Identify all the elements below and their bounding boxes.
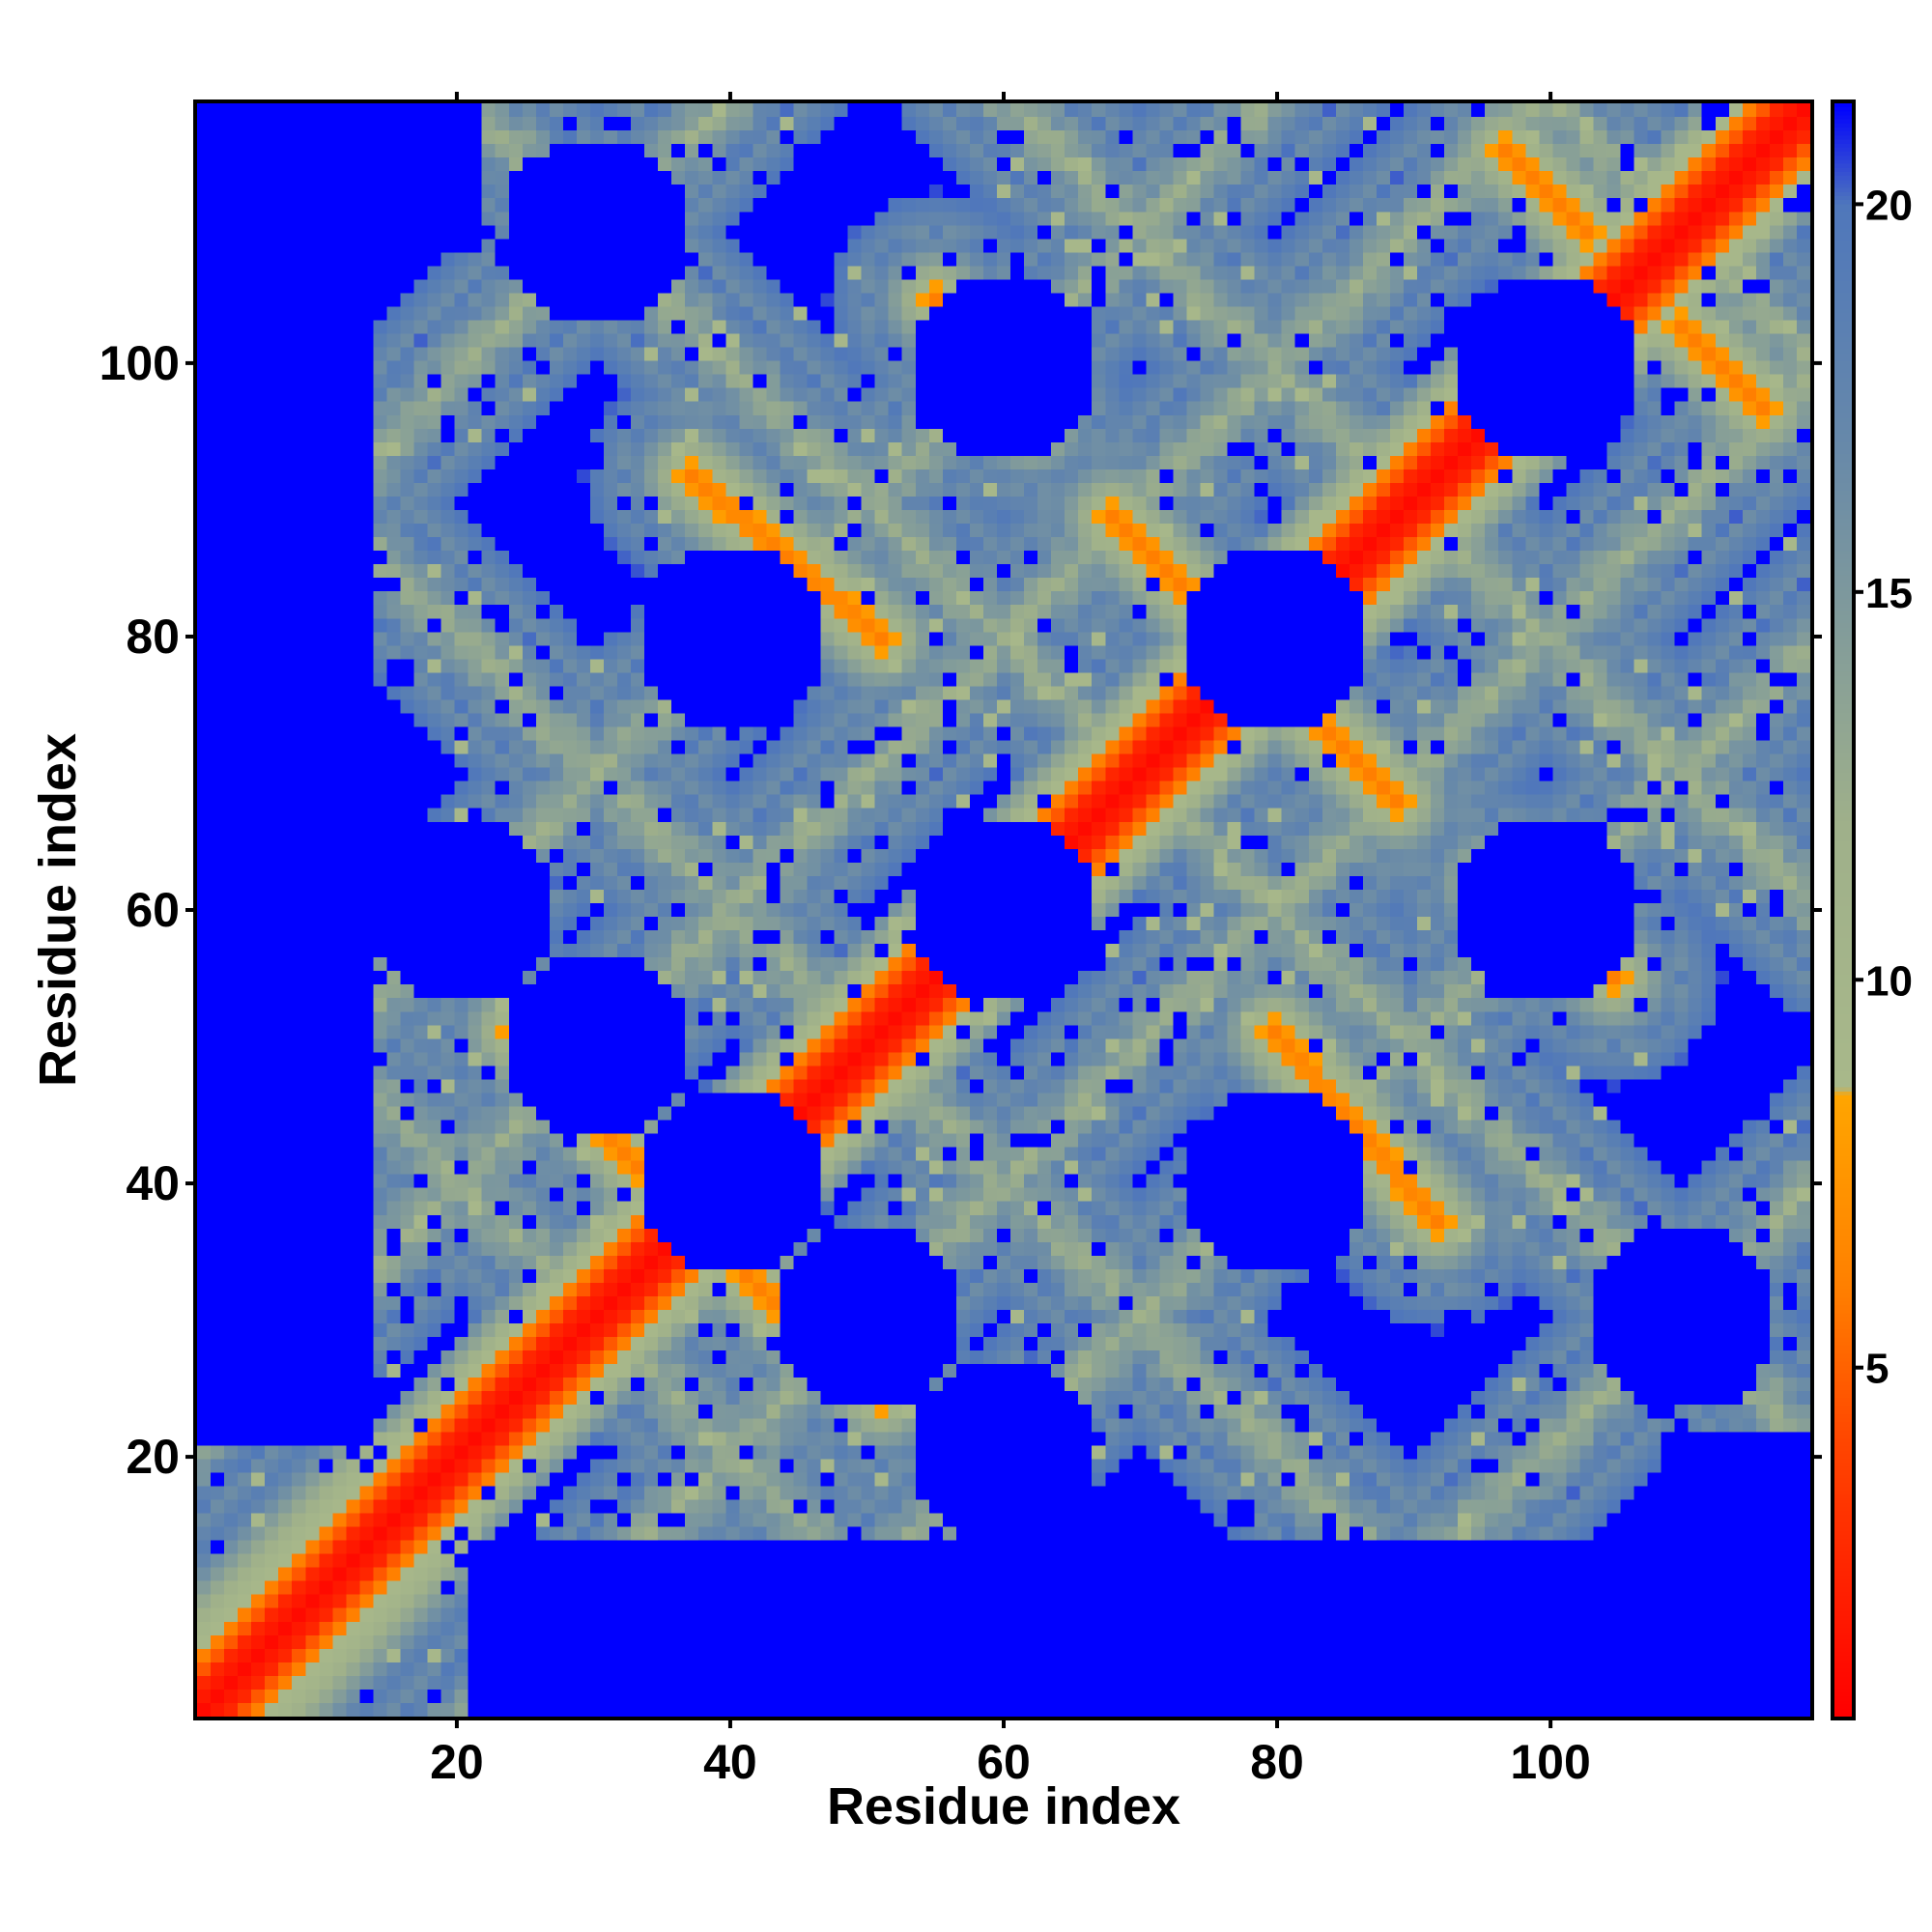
y-tick-label: 60	[126, 883, 180, 937]
x-axis-label: Residue index	[827, 1777, 1180, 1835]
x-tick-label: 60	[977, 1735, 1031, 1789]
y-tick-label: 100	[99, 336, 180, 390]
colorbar-tick-label: 5	[1865, 1346, 1889, 1393]
colorbar-gradient	[1834, 103, 1852, 1717]
x-tick-label: 100	[1510, 1735, 1590, 1789]
colorbar-tick-label: 20	[1865, 182, 1913, 229]
x-tick-label: 80	[1250, 1735, 1304, 1789]
y-axis-label: Residue index	[29, 733, 87, 1087]
colorbar-ticks: 5 10 15 20	[1854, 182, 1913, 1393]
y-axis-ticks: 20 40 60 80 100	[99, 336, 1822, 1484]
x-tick-label: 20	[430, 1735, 484, 1789]
y-tick-label: 80	[126, 610, 180, 664]
y-tick-label: 40	[126, 1156, 180, 1210]
colorbar-tick-label: 15	[1865, 570, 1913, 617]
y-tick-label: 20	[126, 1430, 180, 1484]
heatmap-grid	[197, 103, 1810, 1717]
x-axis-ticks: 20 40 60 80 100	[430, 92, 1591, 1789]
colorbar-tick-label: 10	[1865, 957, 1913, 1005]
x-tick-label: 40	[703, 1735, 757, 1789]
